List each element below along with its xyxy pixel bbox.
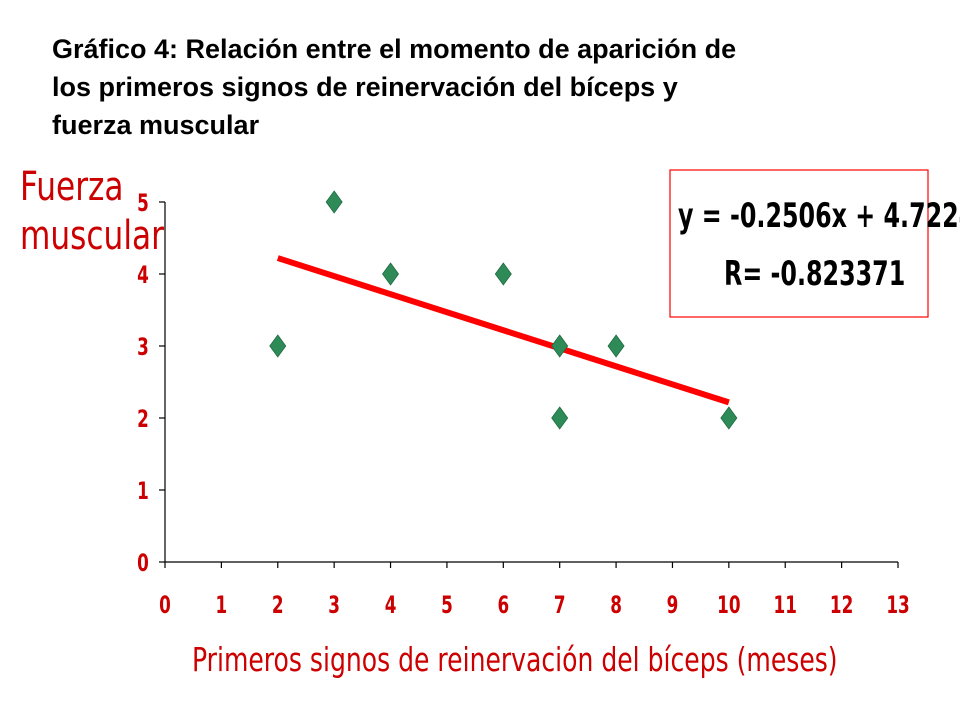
data-point bbox=[551, 334, 569, 358]
equation-box: y = -0.2506x + 4.7224 R= -0.823371 bbox=[669, 169, 960, 318]
y-tick-label: 1 bbox=[137, 477, 149, 505]
x-tick-marks bbox=[164, 562, 899, 568]
y-tick-label: 4 bbox=[137, 261, 149, 289]
x-axis-label-text: Primeros signos de reinervación del bíce… bbox=[192, 641, 838, 679]
y-tick-label: 3 bbox=[137, 333, 149, 361]
x-tick-labels: 0 1 2 3 4 5 6 7 8 9 10 11 12 13 bbox=[159, 591, 910, 619]
x-tick-label: 7 bbox=[554, 591, 566, 619]
data-point bbox=[382, 262, 400, 286]
y-tick-labels: 0 1 2 3 4 5 bbox=[137, 189, 149, 577]
trendline bbox=[276, 255, 730, 406]
data-point bbox=[494, 262, 512, 286]
chart-title-line-3: fuerza muscular bbox=[52, 110, 260, 140]
y-tick-label: 5 bbox=[137, 189, 149, 217]
y-tick-label: 2 bbox=[137, 405, 149, 433]
data-point bbox=[269, 334, 287, 358]
y-axis-label-line-1: Fuerza bbox=[20, 164, 124, 210]
y-axis-label-line-2: muscular bbox=[20, 213, 164, 259]
chart-title-line-1: Gráfico 4: Relación entre el momento de … bbox=[52, 34, 736, 64]
x-axis-label: Primeros signos de reinervación del bíce… bbox=[192, 641, 838, 679]
equation-text: y = -0.2506x + 4.7224 bbox=[678, 196, 960, 235]
r-value-text: R= -0.823371 bbox=[724, 254, 905, 293]
chart-title-line-2: los primeros signos de reinervación del … bbox=[52, 72, 678, 102]
data-point bbox=[720, 406, 738, 430]
x-tick-label: 2 bbox=[272, 591, 284, 619]
x-tick-label: 9 bbox=[667, 591, 679, 619]
x-tick-label: 12 bbox=[830, 591, 853, 619]
x-tick-label: 5 bbox=[441, 591, 453, 619]
y-axis-label: Fuerza muscular bbox=[20, 164, 164, 259]
x-tick-label: 6 bbox=[497, 591, 509, 619]
data-point bbox=[325, 190, 343, 214]
x-tick-label: 4 bbox=[385, 591, 397, 619]
x-tick-label: 8 bbox=[610, 591, 622, 619]
x-tick-label: 0 bbox=[159, 591, 171, 619]
data-points bbox=[269, 190, 738, 430]
data-point bbox=[551, 406, 569, 430]
chart-title: Gráfico 4: Relación entre el momento de … bbox=[52, 34, 736, 140]
equation-box-frame bbox=[669, 169, 929, 318]
x-tick-label: 13 bbox=[886, 591, 909, 619]
x-tick-label: 1 bbox=[216, 591, 228, 619]
x-tick-label: 3 bbox=[328, 591, 340, 619]
y-tick-label: 0 bbox=[137, 549, 149, 577]
y-tick-marks bbox=[159, 201, 165, 563]
x-tick-label: 11 bbox=[774, 591, 797, 619]
x-tick-label: 10 bbox=[717, 591, 740, 619]
data-point bbox=[607, 334, 625, 358]
